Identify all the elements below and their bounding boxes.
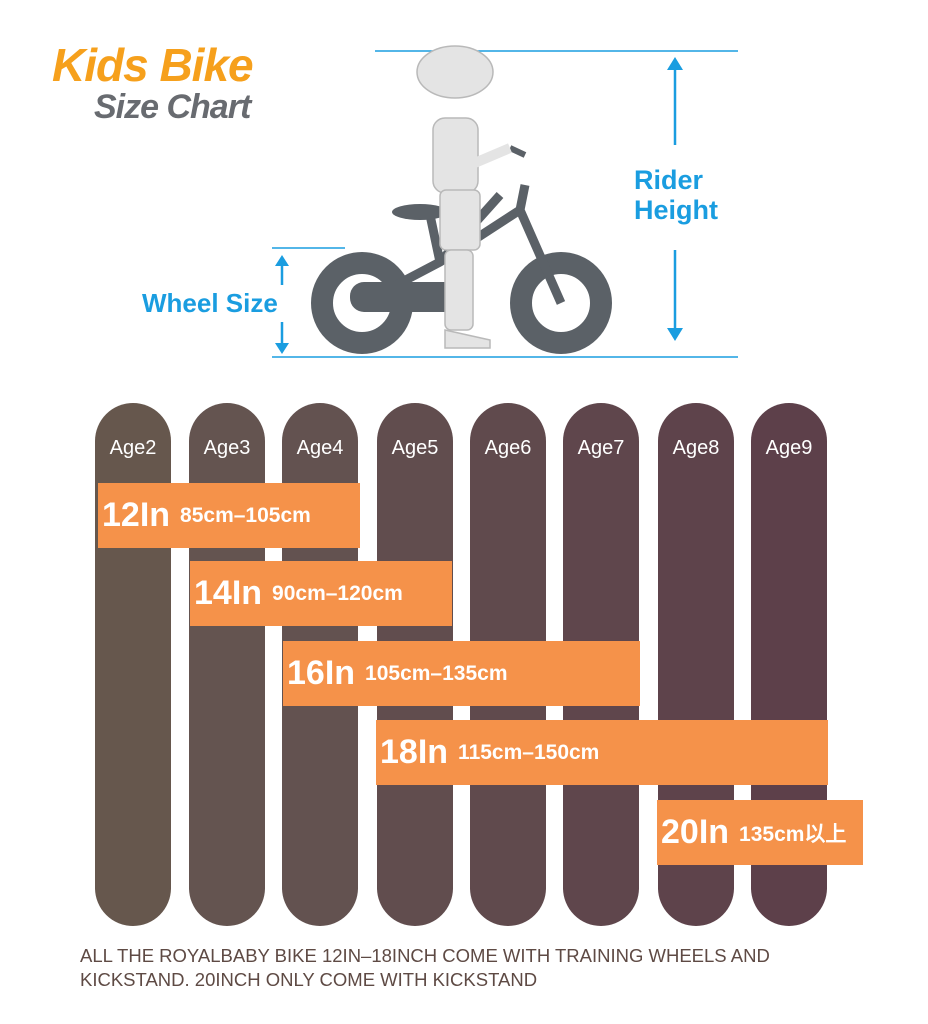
age-label: Age4 — [296, 437, 344, 459]
height-range: 135cm以上 — [739, 822, 847, 846]
age-label: Age7 — [577, 437, 625, 459]
height-range: 115cm–150cm — [458, 740, 600, 764]
illustration — [272, 45, 738, 358]
age-label: Age2 — [109, 437, 157, 459]
wheel-size: 12In — [102, 496, 171, 534]
wheel-size: 16In — [287, 654, 356, 692]
age-label: Age9 — [765, 437, 813, 459]
age-label: Age3 — [203, 437, 251, 459]
age-label: Age8 — [672, 437, 720, 459]
footer-note: ALL THE ROYALBABY BIKE 12IN–18INCH COME … — [80, 945, 770, 990]
height-range: 105cm–135cm — [365, 661, 508, 685]
title: Kids Bike — [52, 39, 254, 91]
size-bar: 20In 135cm以上 — [657, 800, 863, 865]
size-chart: Age2 Age3 Age4 Age5 Age6 Age7 Age8 Age9 12In 85cm… — [95, 403, 863, 926]
size-bar: 16In 105cm–135cm — [283, 641, 640, 706]
subtitle: Size Chart — [94, 88, 251, 126]
wheel-size: 20In — [661, 813, 730, 851]
height-range: 85cm–105cm — [180, 503, 311, 527]
wheel-size: 18In — [380, 733, 449, 771]
wheel-size-label: Wheel Size — [142, 288, 278, 318]
age-label: Age5 — [391, 437, 439, 459]
age-label: Age6 — [484, 437, 532, 459]
age-column: Age3 — [189, 403, 265, 926]
size-bar: 18In 115cm–150cm — [376, 720, 828, 785]
rider-height-label: Rider Height — [634, 165, 718, 225]
size-bar: 14In 90cm–120cm — [190, 561, 452, 626]
height-range: 90cm–120cm — [272, 581, 403, 605]
wheel-size: 14In — [194, 574, 263, 612]
size-bar: 12In 85cm–105cm — [98, 483, 360, 548]
age-column: Age2 — [95, 403, 171, 926]
